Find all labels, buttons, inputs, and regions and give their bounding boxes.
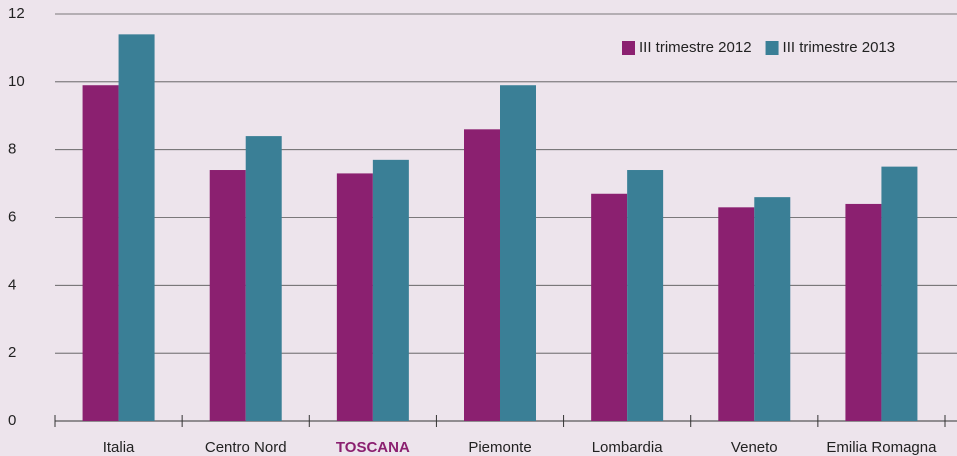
y-tick-label: 2 bbox=[8, 344, 16, 361]
y-tick-label: 8 bbox=[8, 141, 16, 158]
x-tick-label: Veneto bbox=[731, 439, 778, 456]
bar bbox=[82, 85, 119, 421]
y-tick-label: 4 bbox=[8, 276, 16, 293]
x-tick-label: Piemonte bbox=[468, 439, 531, 456]
bar bbox=[591, 193, 628, 421]
y-tick-label: 0 bbox=[8, 412, 16, 429]
legend-label: III trimestre 2012 bbox=[639, 39, 752, 56]
legend-swatch bbox=[765, 41, 779, 55]
legend-swatch bbox=[622, 41, 635, 55]
bar bbox=[464, 129, 500, 422]
bar bbox=[209, 170, 246, 421]
bar bbox=[372, 159, 409, 421]
x-tick-label: Centro Nord bbox=[205, 439, 287, 456]
bar bbox=[336, 173, 373, 421]
y-tick-label: 10 bbox=[8, 73, 25, 90]
y-tick-label: 6 bbox=[8, 208, 16, 225]
bar bbox=[845, 203, 882, 421]
x-tick-label: Italia bbox=[103, 439, 135, 456]
bar bbox=[118, 34, 155, 421]
bar bbox=[718, 207, 755, 421]
legend-label: III trimestre 2013 bbox=[783, 39, 896, 56]
x-tick-label: Emilia Romagna bbox=[826, 439, 937, 456]
y-tick-label: 12 bbox=[8, 5, 25, 22]
bar bbox=[754, 197, 791, 421]
x-tick-label: TOSCANA bbox=[336, 439, 410, 456]
bar bbox=[627, 170, 664, 421]
bar bbox=[500, 85, 536, 421]
x-tick-label: Lombardia bbox=[592, 439, 664, 456]
bar bbox=[245, 136, 282, 421]
bar bbox=[881, 166, 918, 421]
